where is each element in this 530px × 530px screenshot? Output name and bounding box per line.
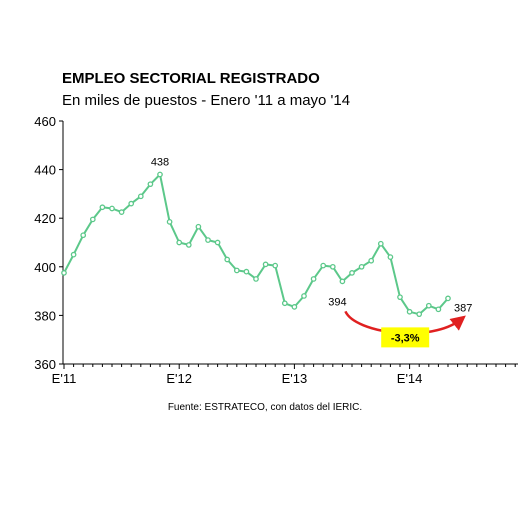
data-point — [147, 181, 154, 188]
data-point — [272, 262, 279, 269]
data-point — [368, 257, 375, 264]
data-point — [310, 276, 317, 282]
data-point — [281, 300, 288, 307]
x-tick-label: E'13 — [282, 371, 308, 386]
data-point — [118, 209, 125, 215]
change-annotation: -3,3% — [344, 310, 466, 348]
x-tick-label: E'12 — [166, 371, 192, 386]
y-tick-label: 460 — [34, 114, 56, 129]
data-point — [397, 294, 403, 301]
data-point — [339, 278, 346, 285]
chart-title: EMPLEO SECTORIAL REGISTRADO — [62, 70, 320, 87]
data-point — [387, 254, 394, 260]
y-tick-label: 360 — [34, 357, 56, 372]
data-point — [291, 304, 298, 310]
data-labels: 438 394 387 — [151, 156, 473, 314]
data-point — [195, 223, 202, 230]
data-point — [99, 204, 106, 211]
source-note: Fuente: ESTRATECO, con datos del IERIC. — [167, 402, 363, 413]
data-point — [89, 216, 96, 223]
data-point — [166, 218, 173, 225]
data-point — [61, 270, 67, 276]
y-tick-label: 440 — [34, 163, 56, 178]
data-point — [243, 268, 250, 275]
data-point — [320, 262, 327, 269]
data-point — [224, 256, 231, 263]
y-tick-label: 420 — [34, 211, 56, 226]
axes: 360 380 400 420 440 460 E'11 E'12 E'13 E'14 — [34, 114, 518, 386]
annotation-label: -3,3% — [391, 332, 420, 344]
data-point — [214, 239, 221, 246]
annotation-box — [381, 327, 430, 348]
data-point — [128, 200, 135, 207]
data-point — [445, 295, 451, 302]
data-label: 394 — [328, 296, 346, 308]
data-point — [425, 302, 432, 309]
y-tick-label: 400 — [34, 260, 56, 275]
series-polyline — [63, 173, 449, 316]
y-tick-label: 380 — [34, 308, 56, 323]
data-point — [358, 263, 365, 270]
data-point — [329, 263, 336, 270]
data-point — [157, 171, 163, 178]
data-point — [416, 311, 423, 318]
x-tick-label: E'11 — [52, 371, 77, 386]
data-label: 438 — [151, 156, 169, 168]
data-point — [253, 276, 259, 282]
data-point — [435, 306, 442, 313]
data-point — [185, 242, 192, 248]
data-point — [80, 232, 87, 239]
data-point — [70, 251, 77, 258]
series-line — [63, 173, 449, 316]
x-tick-label: E'14 — [397, 371, 423, 386]
data-point — [262, 261, 269, 268]
data-point — [205, 237, 211, 243]
data-point — [301, 293, 307, 299]
data-point — [176, 239, 183, 246]
data-point — [377, 240, 384, 247]
data-label: 387 — [454, 302, 472, 314]
chart-subtitle: En miles de puestos - Enero '11 a mayo '… — [62, 92, 351, 109]
data-point — [233, 267, 240, 274]
series-points — [61, 171, 451, 318]
data-point — [349, 270, 355, 276]
data-point — [109, 205, 115, 212]
data-point — [406, 308, 413, 315]
data-point — [137, 193, 144, 200]
